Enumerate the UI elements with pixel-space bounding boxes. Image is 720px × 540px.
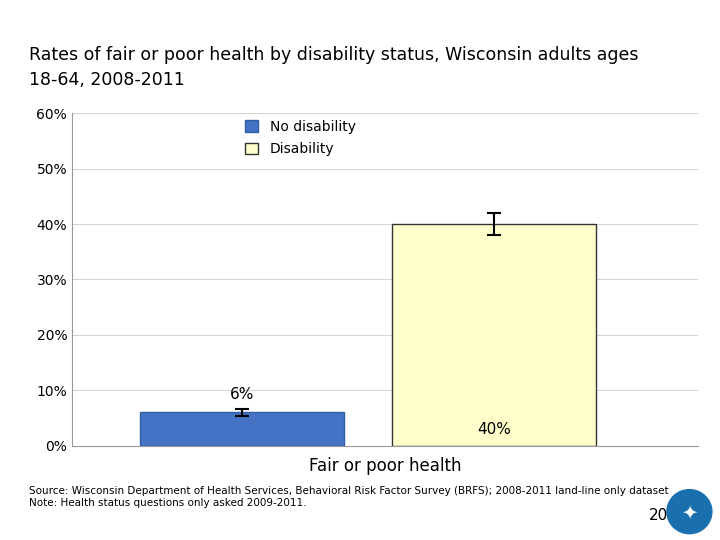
Bar xyxy=(392,224,596,446)
Text: PEOPLE WITH DISABILITIES: PEOPLE WITH DISABILITIES xyxy=(9,14,254,29)
Text: Source: Wisconsin Department of Health Services, Behavioral Risk Factor Survey (: Source: Wisconsin Department of Health S… xyxy=(29,486,668,508)
Text: ✦: ✦ xyxy=(681,503,698,522)
Text: Health status: Health status xyxy=(609,14,711,29)
Legend: No disability, Disability: No disability, Disability xyxy=(242,117,359,159)
Bar xyxy=(140,413,344,446)
Text: 40%: 40% xyxy=(477,422,511,437)
Text: 20: 20 xyxy=(649,508,668,523)
Circle shape xyxy=(667,490,712,534)
Text: Rates of fair or poor health by disability status, Wisconsin adults ages
18-64, : Rates of fair or poor health by disabili… xyxy=(29,46,639,89)
Text: 6%: 6% xyxy=(230,387,254,402)
X-axis label: Fair or poor health: Fair or poor health xyxy=(309,457,462,475)
